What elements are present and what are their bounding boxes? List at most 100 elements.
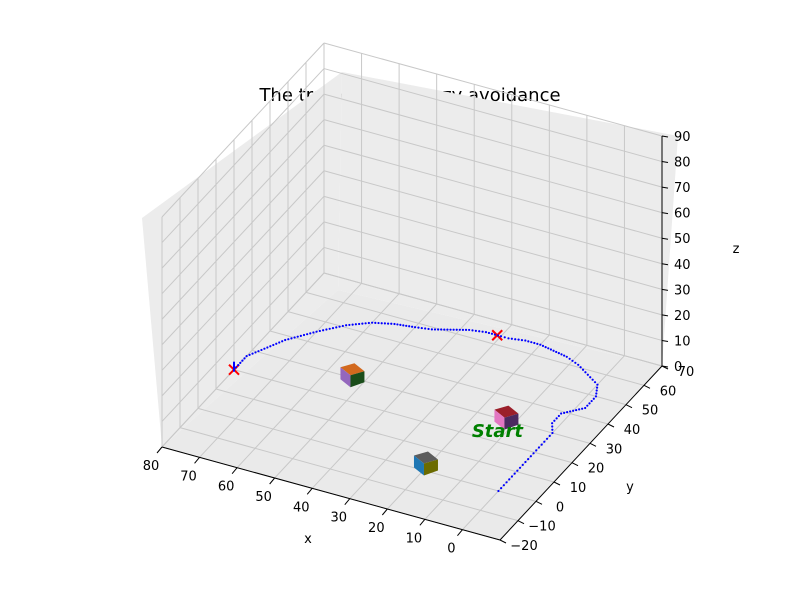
grid-line (323, 93, 663, 188)
trajectory-point (402, 324, 405, 327)
z-tick-label: 20 (674, 309, 691, 324)
y-tick-label: 30 (606, 442, 623, 457)
trajectory-point (572, 409, 575, 412)
trajectory-point (551, 428, 554, 431)
grid-line (233, 369, 573, 464)
cube-front-face (494, 409, 505, 430)
x-tick (269, 477, 276, 485)
trajectory-point (341, 324, 344, 328)
trajectory-point (345, 324, 348, 327)
trajectory-point (513, 472, 516, 475)
x-tick (194, 457, 200, 464)
trajectory-point (461, 328, 465, 331)
trajectory-point (251, 352, 254, 355)
trajectory-point (524, 460, 527, 464)
z-tick (661, 263, 669, 266)
grid-line (199, 282, 362, 458)
grid-line (274, 303, 438, 479)
trajectory-point (430, 328, 433, 331)
trajectory-point (427, 327, 430, 331)
obstacle-cube (413, 451, 438, 476)
trajectory-point (551, 422, 554, 425)
z-tick (661, 186, 669, 189)
trajectory-point (560, 412, 563, 415)
trajectory-point (254, 351, 257, 354)
grid-line (323, 170, 663, 265)
trajectory-point (543, 440, 546, 443)
trajectory-point (569, 410, 572, 413)
trajectory-point (490, 332, 494, 335)
z-tick (661, 237, 669, 240)
trajectory-point (377, 321, 380, 325)
y-tick-label: 70 (678, 365, 695, 380)
trajectory-point (278, 341, 281, 344)
x-tick (457, 529, 463, 536)
trajectory (233, 321, 599, 493)
trajectory-point (527, 458, 530, 461)
trajectory-point (499, 335, 503, 338)
z-tick-label: 10 (674, 334, 691, 349)
y-tick (535, 500, 543, 505)
trajectory-point (568, 357, 571, 360)
grid-line (349, 324, 513, 500)
trajectory-point (579, 366, 582, 369)
y-tick-label: 60 (660, 384, 677, 399)
trajectory-point (595, 389, 598, 392)
trajectory-point (503, 336, 506, 339)
trajectory-point (596, 383, 599, 386)
grid-line (179, 427, 519, 522)
z-tick-label: 60 (674, 207, 691, 222)
trajectory-point (266, 346, 269, 349)
trajectory-point (354, 323, 357, 326)
trajectory-point (527, 340, 530, 343)
trajectory-point (338, 325, 341, 328)
y-tick (553, 481, 561, 486)
trajectory-point (452, 328, 455, 331)
grid-line (424, 344, 588, 520)
trajectory-point (565, 355, 568, 358)
x-tick-label: 20 (368, 521, 385, 536)
trajectory-point (520, 338, 524, 342)
trajectory-point (595, 392, 598, 395)
y-tick-label: 0 (556, 500, 564, 515)
trajectory-point (588, 402, 591, 405)
trajectory-point (260, 348, 263, 352)
x-tick-label: 70 (180, 469, 197, 484)
trajectory-point (420, 326, 423, 330)
grid-line (323, 119, 663, 214)
trajectory-point (571, 359, 574, 362)
trajectory-point (535, 449, 538, 452)
grid-line (386, 334, 550, 510)
trajectory-point (541, 344, 545, 347)
trajectory-point (505, 481, 508, 484)
trajectory-point (241, 359, 244, 362)
start-label: Start (472, 421, 525, 442)
grid-line (323, 195, 663, 290)
trajectory-point (390, 322, 393, 325)
x-tick-label: 80 (143, 459, 160, 474)
cube-side-face (350, 371, 365, 388)
cube-front-face (413, 455, 424, 476)
trajectory-point (243, 357, 246, 360)
x-tick-label: 10 (406, 531, 423, 546)
trajectory-point (351, 323, 354, 326)
trajectory-point (364, 322, 367, 325)
grid-line (161, 144, 325, 320)
trajectory-point (436, 328, 440, 331)
trajectory-point (577, 363, 580, 366)
y-tick (589, 442, 597, 447)
grid-line (323, 272, 663, 367)
z-tick-label: 40 (674, 258, 691, 273)
trajectory-point (591, 378, 594, 381)
trajectory-point (508, 478, 511, 481)
trajectory-point (396, 323, 399, 326)
z-tick-label: 50 (674, 232, 691, 247)
trajectory-point (306, 333, 309, 336)
trajectory-point (553, 419, 556, 422)
trajectory-point (548, 434, 551, 437)
grid-line (287, 311, 627, 406)
z-tick-label: 80 (674, 156, 691, 171)
trajectory-point (507, 337, 510, 340)
x-tick-label: 50 (255, 490, 272, 505)
y-tick (643, 384, 651, 389)
